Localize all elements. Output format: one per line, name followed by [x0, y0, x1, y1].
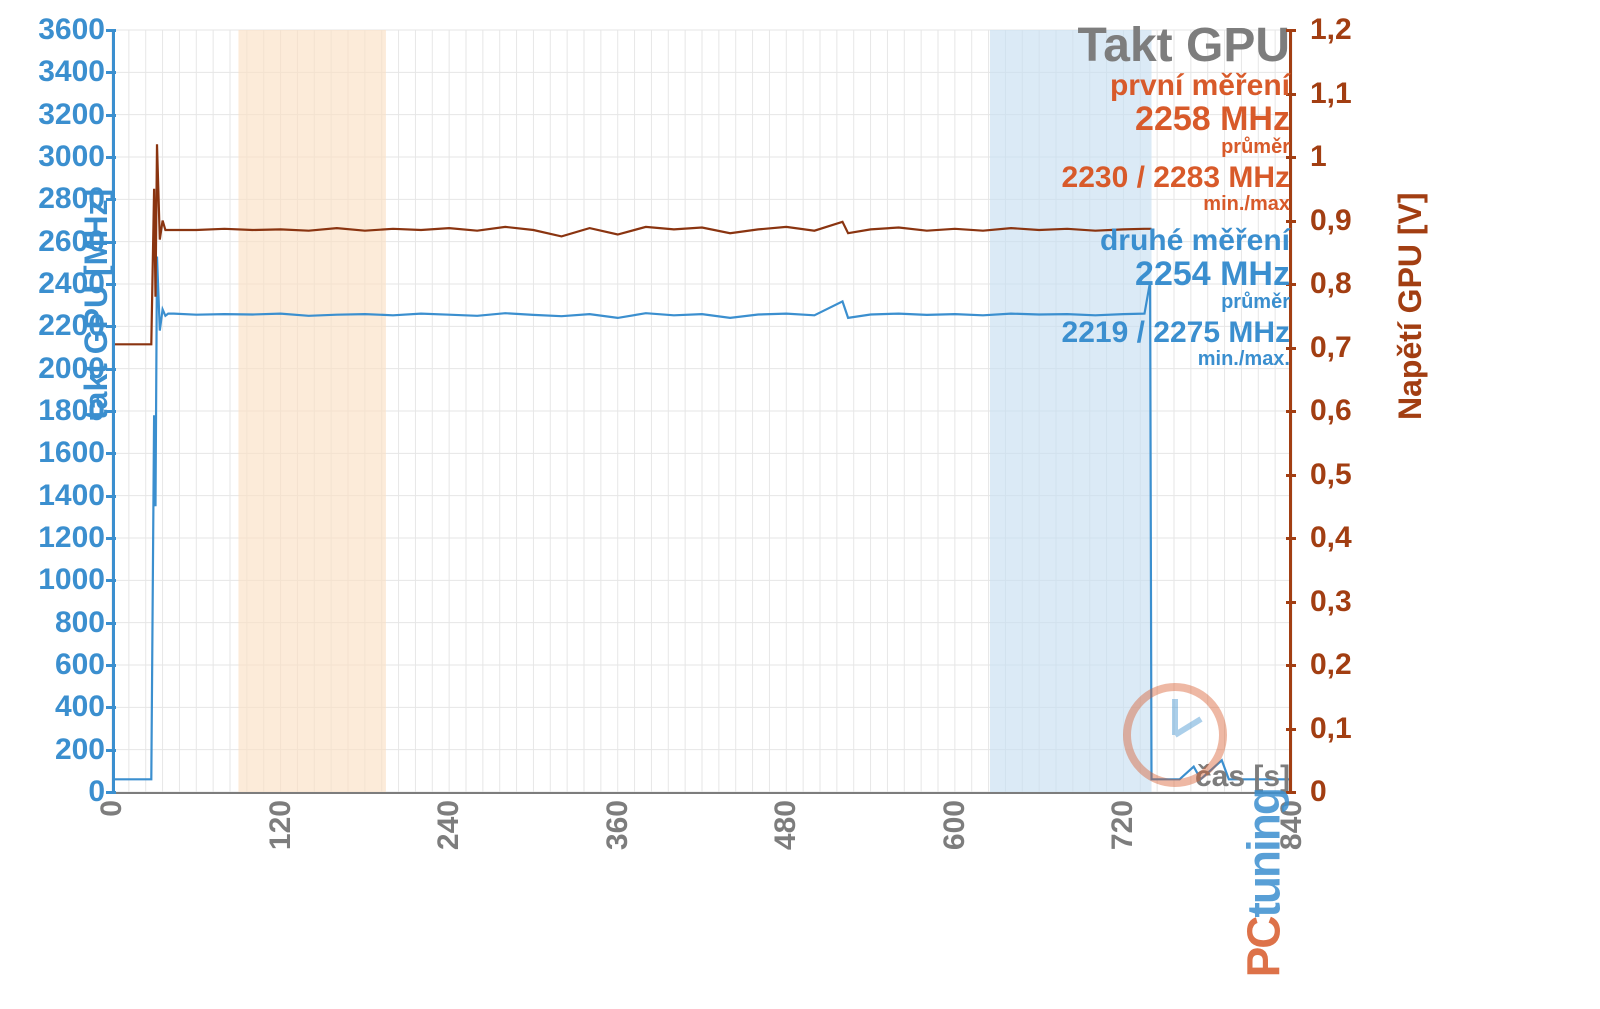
x-tick-label: 0 [95, 800, 129, 817]
y-right-tick-label: 1,2 [1310, 13, 1352, 47]
y-right-tick-mark [1286, 29, 1296, 32]
y-left-tick-mark [106, 537, 116, 540]
y-left-tick-label: 3000 [38, 140, 105, 174]
y-left-tick-label: 800 [55, 606, 105, 640]
y-left-tick-label: 3600 [38, 13, 105, 47]
anno-value: 2254 MHz [1062, 257, 1290, 293]
y-left-tick-label: 2800 [38, 182, 105, 216]
chart-container: Takt GPU takt GPU [MHz] Napětí GPU [V] č… [0, 0, 1600, 1009]
anno-sub2: min./max [1062, 194, 1290, 215]
annotation-second-measurement: druhé měření 2254 MHz průměr 2219 / 2275… [1062, 225, 1290, 370]
y-left-tick-mark [106, 198, 116, 201]
x-tick-label: 240 [432, 800, 466, 850]
y-left-tick-mark [106, 749, 116, 752]
y-right-tick-mark [1286, 728, 1296, 731]
anno-sub2: min./max. [1062, 349, 1290, 370]
y-left-tick-mark [106, 71, 116, 74]
anno-value: 2258 MHz [1062, 102, 1290, 138]
y-left-tick-label: 200 [55, 733, 105, 767]
x-tick-label: 480 [769, 800, 803, 850]
chart-title: Takt GPU [1078, 18, 1290, 73]
y-left-tick-label: 3200 [38, 98, 105, 132]
y-left-tick-mark [106, 791, 116, 794]
y-right-tick-label: 0,8 [1310, 267, 1352, 301]
y-left-tick-label: 1000 [38, 563, 105, 597]
y-right-tick-mark [1286, 410, 1296, 413]
y-left-tick-label: 2200 [38, 309, 105, 343]
y-right-tick-label: 0,7 [1310, 331, 1352, 365]
y-right-tick-mark [1286, 537, 1296, 540]
y-left-tick-label: 2000 [38, 352, 105, 386]
y-axis-right-label: Napětí GPU [V] [1392, 192, 1429, 420]
y-right-tick-label: 0,3 [1310, 585, 1352, 619]
y-left-tick-mark [106, 495, 116, 498]
y-left-tick-mark [106, 452, 116, 455]
y-left-tick-mark [106, 706, 116, 709]
y-left-tick-mark [106, 325, 116, 328]
y-left-tick-label: 1800 [38, 394, 105, 428]
y-right-tick-mark [1286, 601, 1296, 604]
y-left-tick-mark [106, 29, 116, 32]
y-left-tick-mark [106, 410, 116, 413]
anno-sub: průměr [1062, 137, 1290, 158]
y-left-tick-label: 400 [55, 690, 105, 724]
x-tick-label: 360 [601, 800, 635, 850]
clock-icon [1115, 675, 1235, 795]
x-tick-label: 720 [1106, 800, 1140, 850]
anno-label: druhé měření [1062, 225, 1290, 257]
y-left-tick-mark [106, 156, 116, 159]
y-left-tick-label: 1200 [38, 521, 105, 555]
y-right-tick-label: 0,6 [1310, 394, 1352, 428]
logo-pc: PC [1237, 918, 1289, 978]
y-right-tick-label: 0,9 [1310, 204, 1352, 238]
y-left-tick-mark [106, 114, 116, 117]
y-left-tick-mark [106, 368, 116, 371]
logo-tuning: tuning [1237, 789, 1289, 918]
y-left-tick-mark [106, 283, 116, 286]
y-right-tick-mark [1286, 220, 1296, 223]
y-right-tick-label: 1 [1310, 140, 1327, 174]
anno-range: 2219 / 2275 MHz [1062, 317, 1290, 349]
y-right-tick-label: 0,5 [1310, 458, 1352, 492]
y-left-tick-label: 2600 [38, 225, 105, 259]
anno-sub: průměr [1062, 292, 1290, 313]
y-left-tick-label: 600 [55, 648, 105, 682]
y-left-tick-label: 3400 [38, 55, 105, 89]
anno-range: 2230 / 2283 MHz [1062, 162, 1290, 194]
x-tick-label: 600 [938, 800, 972, 850]
y-left-tick-mark [106, 579, 116, 582]
y-left-tick-mark [106, 664, 116, 667]
y-left-tick-label: 1400 [38, 479, 105, 513]
y-left-tick-mark [106, 622, 116, 625]
x-tick-label: 120 [264, 800, 298, 850]
y-right-tick-label: 1,1 [1310, 77, 1352, 111]
y-left-tick-mark [106, 241, 116, 244]
y-right-tick-label: 0,4 [1310, 521, 1352, 555]
y-left-tick-label: 1600 [38, 436, 105, 470]
y-right-tick-label: 0,1 [1310, 712, 1352, 746]
y-right-tick-mark [1286, 664, 1296, 667]
y-right-tick-label: 0,2 [1310, 648, 1352, 682]
y-left-tick-label: 2400 [38, 267, 105, 301]
anno-label: první měření [1062, 70, 1290, 102]
y-right-tick-label: 0 [1310, 775, 1327, 809]
y-right-tick-mark [1286, 474, 1296, 477]
annotation-first-measurement: první měření 2258 MHz průměr 2230 / 2283… [1062, 70, 1290, 215]
